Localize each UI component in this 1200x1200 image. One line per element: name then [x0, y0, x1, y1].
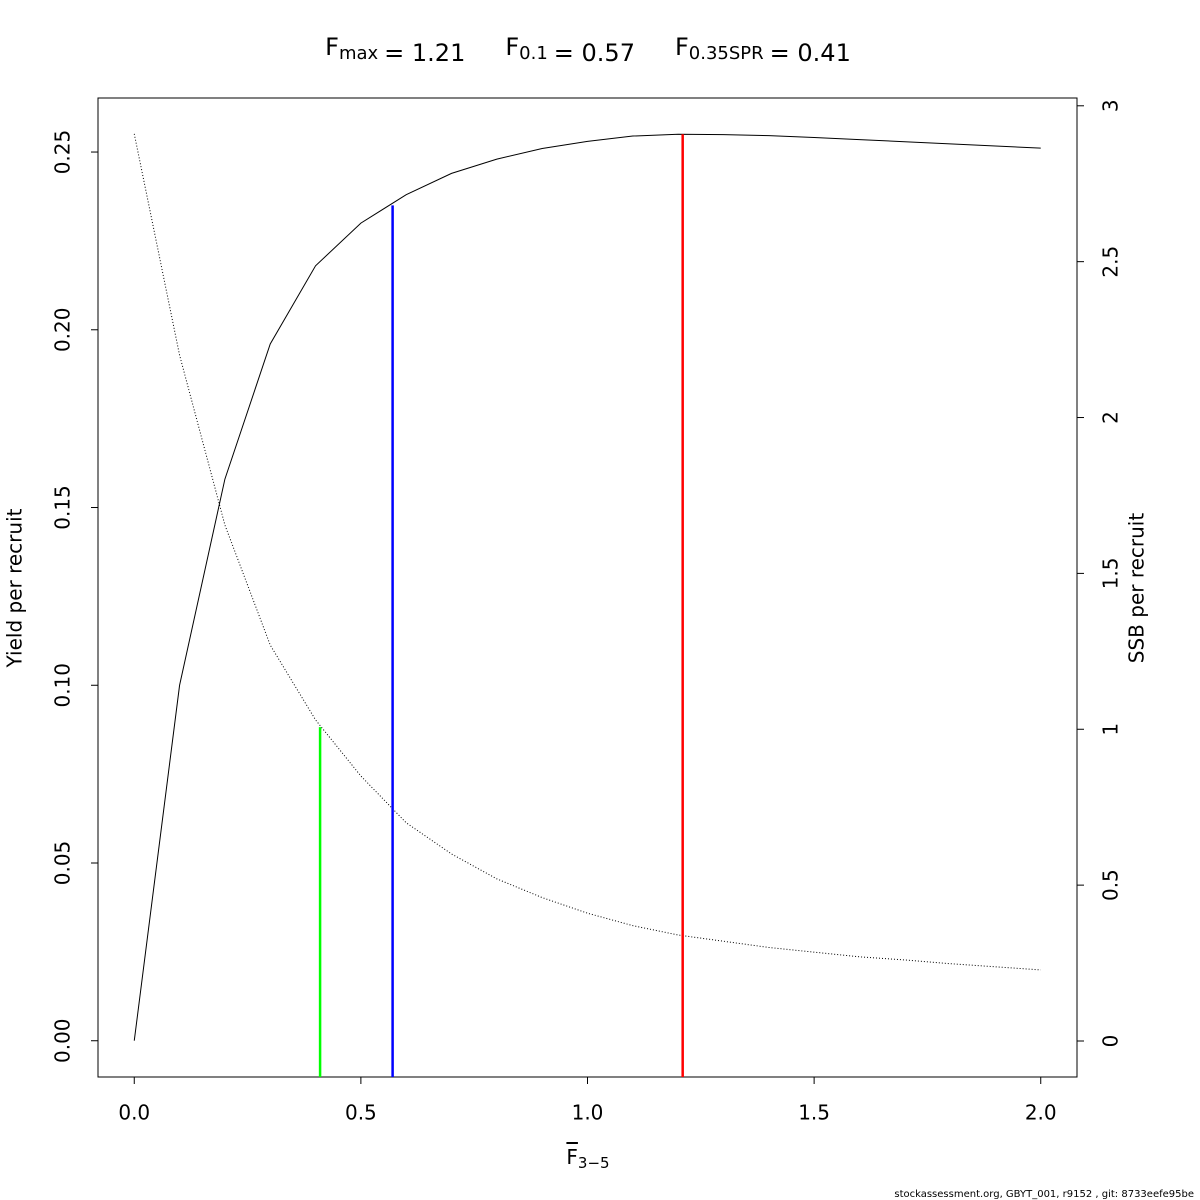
x-tick-label: 1.0 [572, 1101, 604, 1125]
y2-tick-label: 1.5 [1099, 557, 1123, 589]
y-tick-label: 0.15 [51, 485, 75, 530]
x-tick-label: 1.5 [798, 1101, 830, 1125]
title-subscript: 0.35SPR [689, 43, 764, 64]
x-label-symbol: F [566, 1145, 578, 1169]
y-tick-label: 0.10 [51, 663, 75, 708]
x-label-subscript: 3−5 [578, 1154, 610, 1172]
y2-axis-label: SSB per recruit [1125, 513, 1149, 664]
x-axis-label: F3−5 [566, 1145, 609, 1172]
title-subscript: max [339, 43, 379, 64]
y2-tick-label: 2.5 [1099, 246, 1123, 278]
title-symbol: F [325, 33, 339, 61]
title-subscript: 0.1 [519, 43, 548, 64]
y2-tick-label: 0.5 [1099, 869, 1123, 901]
y2-tick-label: 3 [1099, 99, 1123, 112]
plot-box [97, 97, 1078, 1078]
y2-tick-label: 2 [1099, 411, 1123, 424]
y-tick-label: 0.20 [51, 308, 75, 353]
y2-tick-label: 0 [1099, 1035, 1123, 1048]
x-tick-label: 0.5 [345, 1101, 377, 1125]
y-tick-label: 0.00 [51, 1018, 75, 1063]
curve [133, 133, 1041, 971]
x-tick-label: 0.0 [118, 1101, 150, 1125]
y-axis-label: Yield per recruit [3, 508, 27, 668]
y-tick-label: 0.25 [51, 130, 75, 175]
curve [133, 133, 1041, 1041]
x-tick-label: 2.0 [1025, 1101, 1057, 1125]
title-symbol: F [675, 33, 689, 61]
title-value: = 1.21 [384, 39, 465, 67]
title-value: = 0.57 [554, 39, 635, 67]
footer: stockassessment.org, GBYT_001, r9152 , g… [894, 1189, 1194, 1200]
title-value: = 0.41 [770, 39, 851, 67]
title-symbol: F [505, 33, 519, 61]
y-tick-label: 0.05 [51, 841, 75, 886]
chart-title: Fmax = 1.21 F0.1 = 0.57 F0.35SPR = 0.41 [325, 33, 851, 67]
y2-tick-label: 1 [1099, 723, 1123, 736]
